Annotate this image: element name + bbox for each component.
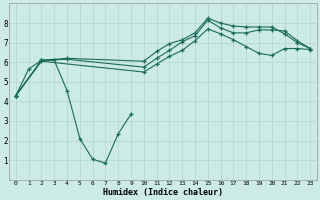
X-axis label: Humidex (Indice chaleur): Humidex (Indice chaleur) <box>103 188 223 197</box>
